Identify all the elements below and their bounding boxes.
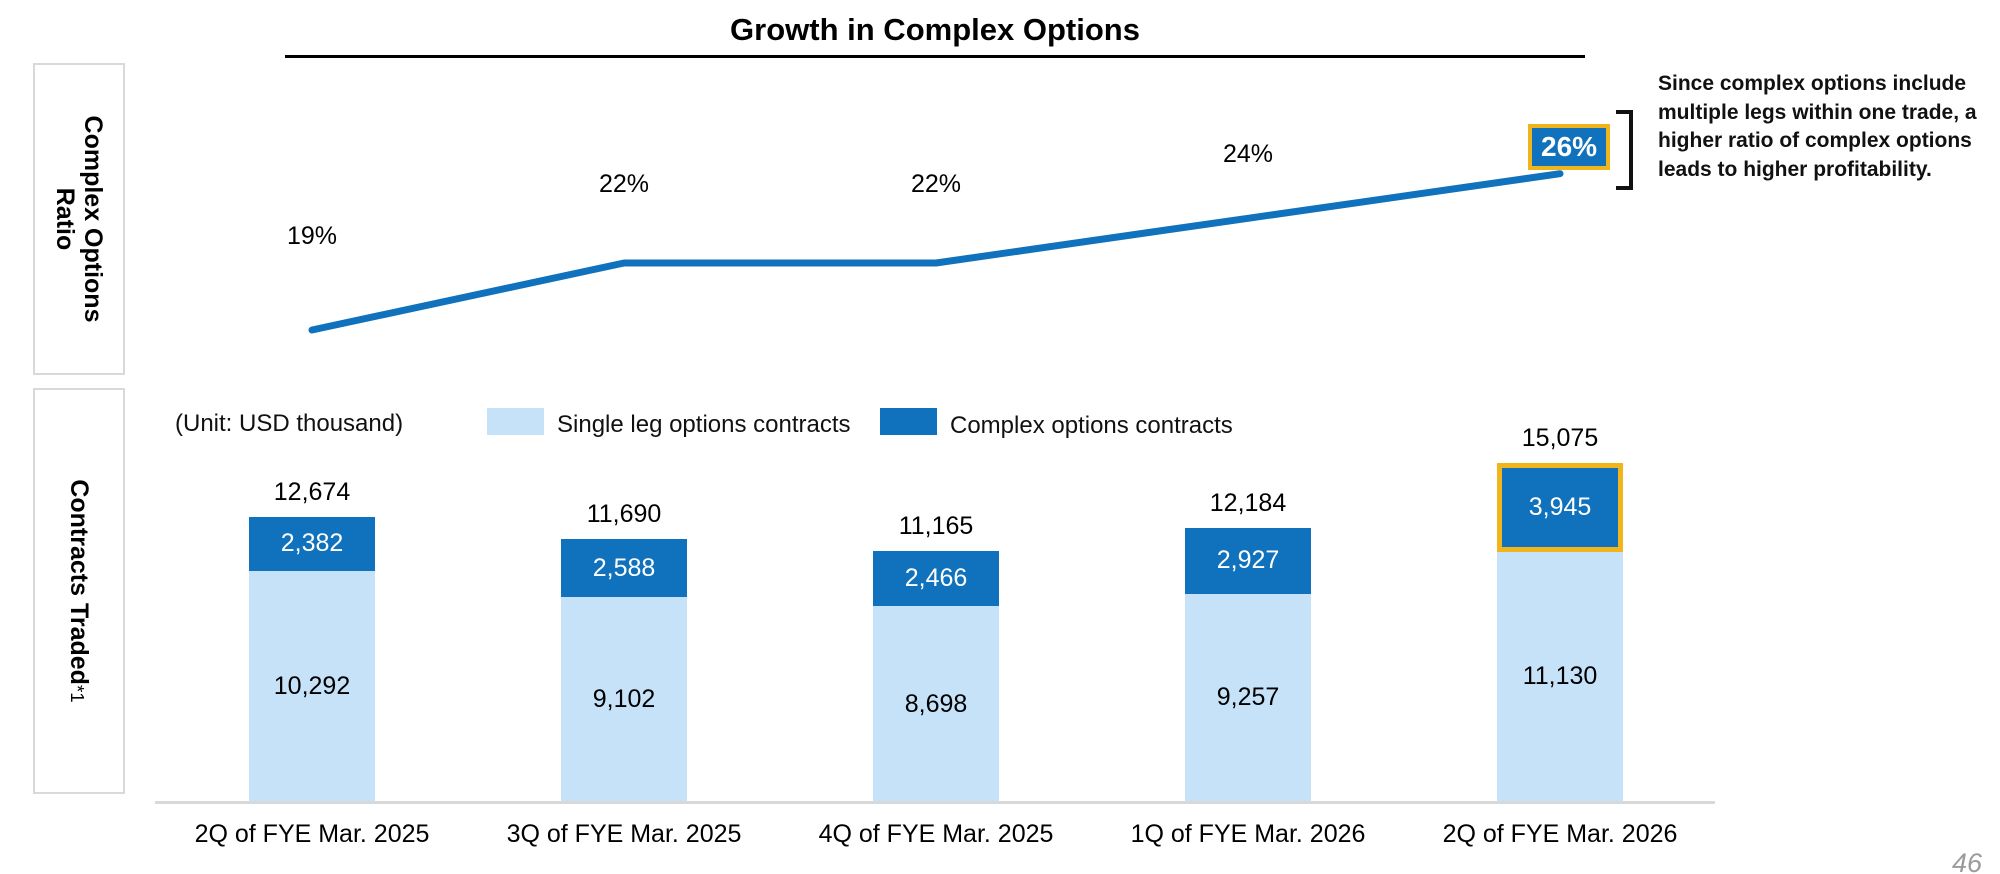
- bar-segment-single: 9,102: [561, 597, 687, 802]
- bar-value-complex: 3,945: [1528, 492, 1592, 521]
- page-title: Growth in Complex Options: [730, 12, 1140, 47]
- bar-segment-single: 10,292: [249, 570, 375, 802]
- bar-group: 2,466 8,698: [873, 550, 999, 802]
- ratio-panel: Complex Options Ratio: [33, 63, 125, 375]
- x-axis-label: 4Q of FYE Mar. 2025: [818, 820, 1054, 848]
- bar-total-label: 15,075: [1521, 424, 1599, 452]
- bar-value-single: 9,102: [592, 685, 656, 714]
- bar-value-complex: 2,466: [904, 564, 968, 593]
- bar-value-complex: 2,382: [280, 529, 344, 558]
- page-number: 46: [1952, 848, 1983, 874]
- legend-label-complex: Complex options contracts: [950, 412, 1233, 439]
- bar-total-label: 11,165: [898, 511, 974, 540]
- ratio-point-label: 22%: [910, 170, 962, 198]
- bar-value-single: 9,257: [1216, 683, 1280, 712]
- right-bracket-glyph: [1616, 110, 1633, 190]
- ratio-highlight-badge: 26%: [1528, 124, 1611, 170]
- legend-swatch-single: [487, 408, 544, 435]
- contracts-panel: Contracts Traded*1: [33, 388, 125, 794]
- bar-value-complex: 2,927: [1216, 546, 1280, 575]
- legend-label-single: Single leg options contracts: [557, 411, 851, 438]
- bar-segment-single: 8,698: [873, 606, 999, 802]
- bar-segment-single: 11,130: [1497, 551, 1623, 802]
- bar-segment-complex: 2,382: [249, 517, 375, 571]
- x-axis-label: 1Q of FYE Mar. 2026: [1130, 820, 1366, 848]
- legend-swatch-complex: [880, 408, 937, 435]
- bar-segment-complex: 2,588: [561, 539, 687, 598]
- bar-segment-complex: 3,945: [1497, 463, 1623, 552]
- bar-value-single: 8,698: [904, 689, 968, 718]
- x-axis-label: 2Q of FYE Mar. 2025: [194, 820, 430, 848]
- bar-group: 3,945 11,130: [1497, 463, 1623, 802]
- bar-total-label: 11,690: [586, 500, 662, 529]
- x-axis-label: 3Q of FYE Mar. 2025: [506, 820, 742, 848]
- bar-value-single: 10,292: [273, 671, 351, 700]
- ratio-point-label: 22%: [598, 170, 650, 198]
- ratio-line: [308, 170, 1564, 334]
- bar-value-complex: 2,588: [592, 553, 656, 582]
- bar-segment-complex: 2,927: [1185, 528, 1311, 594]
- bar-group: 2,382 10,292: [249, 517, 375, 802]
- title-underline: [285, 55, 1585, 58]
- unit-label: (Unit: USD thousand): [175, 410, 404, 437]
- bar-value-single: 11,130: [1522, 662, 1598, 691]
- x-axis-label: 2Q of FYE Mar. 2026: [1442, 820, 1678, 848]
- bar-segment-single: 9,257: [1185, 593, 1311, 802]
- bar-total-label: 12,674: [273, 478, 351, 506]
- bar-group: 2,588 9,102: [561, 539, 687, 802]
- x-axis-line: [155, 801, 1715, 804]
- bar-total-label: 12,184: [1209, 489, 1287, 518]
- ratio-point-label: 24%: [1222, 140, 1274, 168]
- ratio-point-label: 19%: [286, 222, 338, 250]
- annotation-text: Since complex options include multiple l…: [1658, 72, 1977, 181]
- bar-segment-complex: 2,466: [873, 550, 999, 607]
- bar-group: 2,927 9,257: [1185, 528, 1311, 802]
